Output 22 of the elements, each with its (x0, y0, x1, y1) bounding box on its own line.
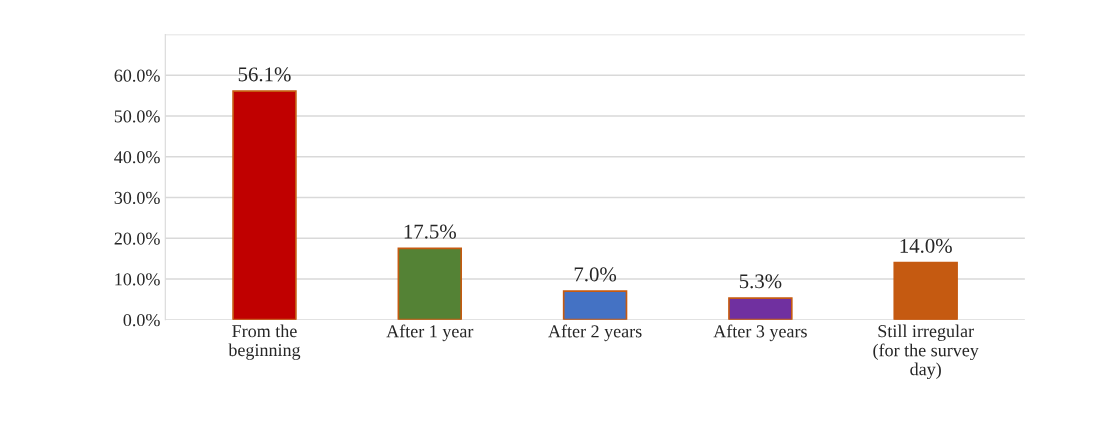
x-tick-label: After 3 years (713, 324, 807, 342)
x-tick-label: From the beginning (228, 324, 301, 360)
bar (397, 247, 463, 320)
data-label: 56.1% (238, 67, 291, 82)
x-tick-label: After 1 year (386, 324, 474, 342)
y-tick-label: 50.0% (114, 110, 160, 123)
x-tick-label: Still irregular (for the survey day) (873, 324, 979, 380)
bar (232, 90, 297, 320)
y-tick-label: 0.0% (123, 313, 160, 327)
data-label: 17.5% (404, 224, 456, 239)
data-label: 14.0% (900, 238, 952, 253)
y-tick-label: 20.0% (114, 232, 160, 245)
data-label: 5.3% (739, 274, 782, 289)
bar (893, 261, 958, 320)
y-tick-label: 60.0% (114, 69, 160, 82)
y-tick-label: 10.0% (115, 273, 160, 286)
data-label: 7.0% (574, 267, 617, 282)
bar (562, 290, 628, 320)
y-tick-label: 40.0% (114, 151, 160, 164)
x-tick-label: After 2 years (548, 324, 642, 342)
y-tick-label: 30.0% (114, 191, 160, 205)
bar (728, 297, 793, 320)
